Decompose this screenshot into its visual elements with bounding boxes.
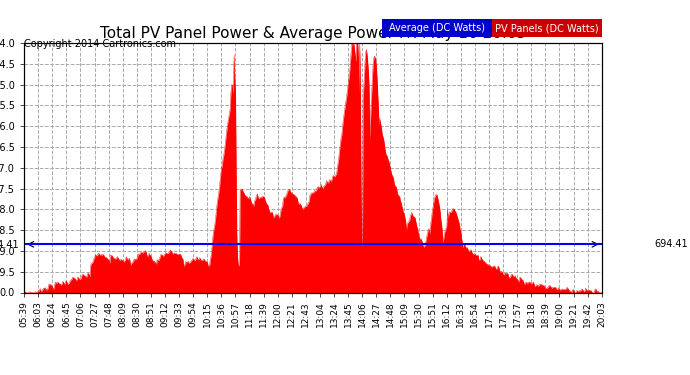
FancyBboxPatch shape [382, 20, 492, 37]
Title: Total PV Panel Power & Average Power Fri May 16 20:05: Total PV Panel Power & Average Power Fri… [100, 26, 526, 40]
Text: 694.41: 694.41 [654, 239, 688, 249]
Text: Average (DC Watts): Average (DC Watts) [389, 23, 485, 33]
Text: Copyright 2014 Cartronics.com: Copyright 2014 Cartronics.com [24, 39, 176, 50]
Text: PV Panels (DC Watts): PV Panels (DC Watts) [495, 23, 599, 33]
FancyBboxPatch shape [492, 20, 602, 37]
